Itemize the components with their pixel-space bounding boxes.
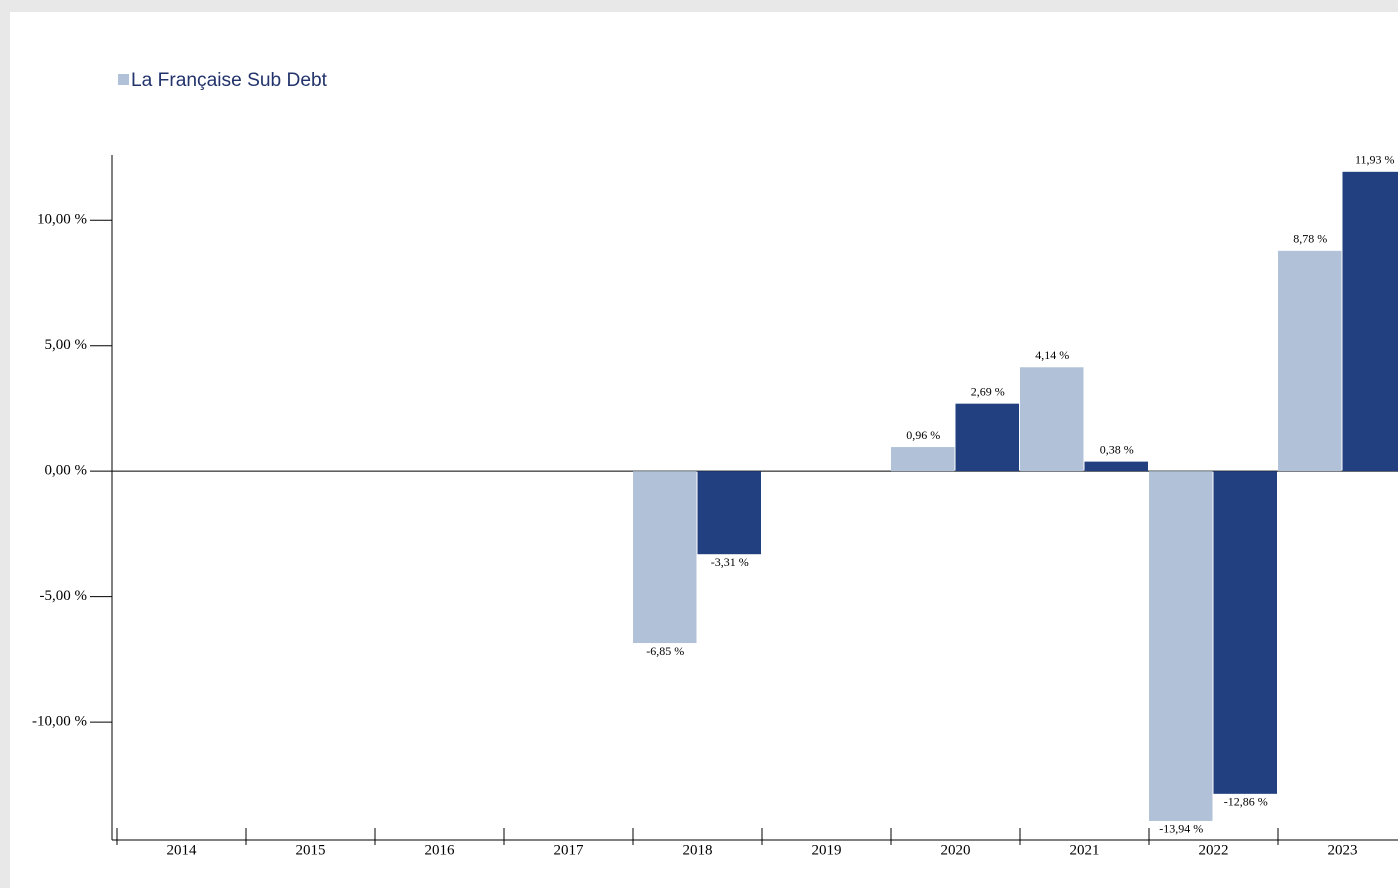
bar — [1020, 367, 1084, 472]
y-tick-label: 0,00 % — [45, 463, 88, 479]
x-tick-label: 2019 — [812, 842, 842, 858]
data-label: -6,85 % — [646, 644, 684, 658]
y-tick-label: -5,00 % — [40, 588, 88, 604]
bar — [955, 403, 1019, 472]
x-tick-label: 2016 — [425, 842, 456, 858]
data-label: -12,86 % — [1224, 795, 1268, 809]
bar — [1084, 461, 1148, 472]
data-label: 2,69 % — [971, 384, 1005, 398]
data-label: 0,96 % — [906, 428, 940, 442]
data-label: 11,93 % — [1355, 153, 1395, 167]
data-label: 8,78 % — [1293, 232, 1327, 246]
x-tick-label: 2021 — [1070, 842, 1100, 858]
y-tick-label: -10,00 % — [32, 714, 87, 730]
x-tick-label: 2023 — [1328, 842, 1358, 858]
bar — [1342, 171, 1398, 472]
data-label: -3,31 % — [711, 555, 749, 569]
legend-swatch — [118, 74, 129, 85]
x-tick-label: 2022 — [1199, 842, 1229, 858]
bar — [1213, 471, 1277, 794]
x-tick-label: 2020 — [941, 842, 971, 858]
bar — [633, 471, 697, 644]
data-label: -13,94 % — [1159, 822, 1203, 836]
bar — [1278, 250, 1342, 472]
bar — [697, 471, 761, 555]
x-tick-label: 2014 — [167, 842, 198, 858]
bar — [1149, 471, 1213, 821]
x-tick-label: 2015 — [296, 842, 326, 858]
data-label: 0,38 % — [1100, 442, 1134, 456]
x-tick-label: 2018 — [683, 842, 713, 858]
y-tick-label: 10,00 % — [37, 212, 87, 228]
legend-label: La Française Sub Debt — [131, 70, 328, 91]
bar — [891, 447, 955, 472]
data-label: 4,14 % — [1035, 348, 1069, 362]
y-tick-label: 5,00 % — [45, 337, 88, 353]
x-tick-label: 2017 — [554, 842, 585, 858]
